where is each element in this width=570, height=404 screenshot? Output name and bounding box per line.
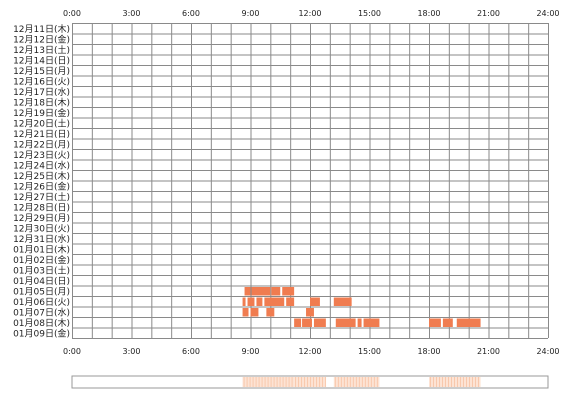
row-label: 12月23日(火) <box>13 150 70 161</box>
activity-bar <box>271 287 281 296</box>
row-label: 01月02日(金) <box>13 254 70 266</box>
x-tick-label-top: 21:00 <box>477 9 500 18</box>
row-label: 12月20日(土) <box>13 118 70 130</box>
row-label: 01月01日(木) <box>13 244 70 256</box>
activity-bar <box>313 318 326 327</box>
row-label: 12月22日(月) <box>13 140 70 151</box>
x-tick-label-bottom: 21:00 <box>477 347 500 356</box>
summary-band-segment <box>294 377 326 387</box>
row-label: 12月31日(水) <box>13 233 70 245</box>
row-label: 01月08日(木) <box>13 317 70 329</box>
row-label: 12月18日(木) <box>13 97 70 109</box>
activity-bar <box>266 308 275 317</box>
row-label: 01月03日(土) <box>13 265 70 277</box>
activity-bar <box>333 297 352 306</box>
activity-bar <box>357 318 362 327</box>
x-tick-label-bottom: 18:00 <box>417 347 440 356</box>
activity-bar <box>310 297 320 306</box>
activity-bar <box>247 297 255 306</box>
row-label: 12月17日(水) <box>13 86 70 98</box>
activity-bar <box>286 297 295 306</box>
row-label: 12月19日(金) <box>13 107 70 119</box>
activity-bar <box>282 287 295 296</box>
activity-bar <box>456 318 481 327</box>
x-tick-label-bottom: 9:00 <box>242 347 260 356</box>
row-label: 01月04日(日) <box>13 276 70 287</box>
activity-bar <box>264 297 285 306</box>
x-tick-label-top: 12:00 <box>298 9 321 18</box>
activity-bar <box>294 318 302 327</box>
row-label: 12月29日(月) <box>13 213 70 224</box>
row-label: 12月16日(火) <box>13 77 70 88</box>
activity-bar <box>242 308 249 317</box>
x-tick-label-bottom: 12:00 <box>298 347 321 356</box>
row-label: 12月28日(日) <box>13 203 70 214</box>
x-tick-label-top: 6:00 <box>182 9 200 18</box>
row-label: 01月05日(月) <box>13 287 70 298</box>
x-tick-label-top: 24:00 <box>536 9 559 18</box>
row-label: 12月13日(土) <box>13 44 70 56</box>
activity-bar <box>251 287 271 296</box>
activity-bar <box>429 318 441 327</box>
x-tick-label-top: 0:00 <box>63 9 81 18</box>
row-label: 12月30日(火) <box>13 224 70 235</box>
activity-bar <box>306 308 314 317</box>
row-label: 12月12日(金) <box>13 34 70 46</box>
row-label: 12月25日(木) <box>13 170 70 182</box>
row-label: 01月09日(金) <box>13 328 70 340</box>
row-label: 12月24日(水) <box>13 160 70 172</box>
x-tick-label-top: 15:00 <box>358 9 381 18</box>
row-label: 12月15日(月) <box>13 66 70 77</box>
x-tick-label-bottom: 0:00 <box>63 347 81 356</box>
activity-bar <box>256 297 263 306</box>
activity-bar <box>250 308 259 317</box>
activity-bar <box>442 318 453 327</box>
x-tick-label-bottom: 6:00 <box>182 347 200 356</box>
activity-bar <box>335 318 356 327</box>
activity-bar <box>302 318 312 327</box>
activity-bar <box>363 318 380 327</box>
row-label: 12月11日(木) <box>13 23 70 35</box>
row-label: 12月27日(土) <box>13 191 70 203</box>
activity-bar <box>242 297 246 306</box>
activity-bar <box>244 287 251 296</box>
x-tick-label-bottom: 3:00 <box>123 347 141 356</box>
x-tick-label-bottom: 24:00 <box>536 347 559 356</box>
row-label: 01月07日(水) <box>13 307 70 319</box>
x-tick-label-top: 9:00 <box>242 9 260 18</box>
x-tick-label-bottom: 15:00 <box>358 347 381 356</box>
row-label: 12月21日(日) <box>13 129 70 140</box>
row-label: 12月26日(金) <box>13 181 70 193</box>
x-tick-label-top: 3:00 <box>123 9 141 18</box>
x-tick-label-top: 18:00 <box>417 9 440 18</box>
row-label: 01月06日(火) <box>13 297 70 308</box>
row-label: 12月14日(日) <box>13 56 70 67</box>
